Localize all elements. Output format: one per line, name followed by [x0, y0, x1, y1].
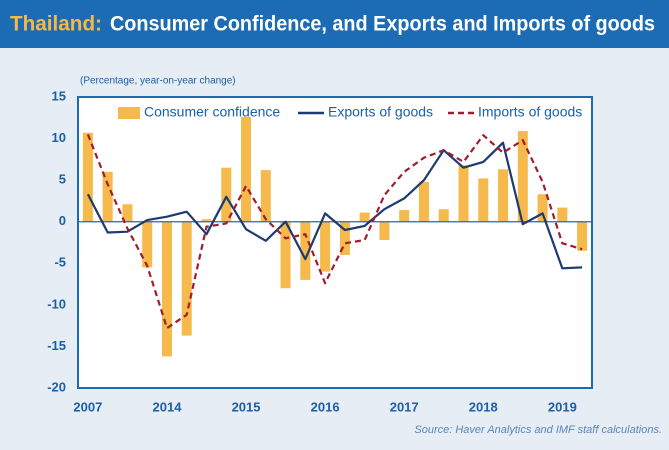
x-tick-label: 2007 — [73, 399, 102, 414]
bar — [320, 221, 331, 272]
bar — [201, 219, 212, 222]
bar — [181, 221, 192, 336]
bar — [498, 169, 509, 222]
x-tick-label: 2015 — [232, 399, 261, 414]
subtitle: (Percentage, year-on-year change) — [80, 76, 236, 87]
bar — [478, 178, 489, 222]
title-highlight: Thailand: — [10, 13, 102, 36]
bar — [82, 132, 93, 222]
bar — [418, 181, 429, 222]
y-tick-label: -15 — [47, 338, 66, 353]
y-tick-label: 15 — [52, 88, 66, 103]
bar — [102, 171, 113, 222]
legend-label: Exports of goods — [328, 104, 433, 120]
bar — [161, 221, 172, 357]
legend-label: Consumer confidence — [144, 104, 280, 120]
bar — [537, 194, 548, 222]
y-tick-label: 0 — [59, 213, 66, 228]
bar — [517, 131, 528, 222]
plot-area — [77, 96, 593, 389]
x-tick-label: 2017 — [390, 399, 419, 414]
chart-title: Consumer Confidence, and Exports and Imp… — [110, 13, 655, 36]
bar — [399, 210, 410, 222]
bar — [122, 204, 133, 222]
y-tick-label: -5 — [54, 255, 66, 270]
legend-swatch — [118, 107, 140, 119]
y-tick-label: 5 — [59, 172, 66, 187]
bar — [359, 212, 370, 222]
bar — [458, 165, 469, 222]
bar — [379, 221, 390, 241]
imports-line — [86, 133, 583, 330]
x-tick-label: 2019 — [548, 399, 577, 414]
bar — [300, 221, 311, 280]
bar — [260, 170, 271, 222]
y-tick-label: -10 — [47, 296, 66, 311]
bar — [339, 221, 350, 255]
y-tick-label: -20 — [47, 379, 66, 394]
x-tick-label: 2014 — [153, 399, 183, 414]
source: Source: Haver Analytics and IMF staff ca… — [414, 424, 662, 436]
bar — [577, 221, 588, 251]
legend-label: Imports of goods — [478, 104, 582, 120]
bar — [557, 207, 568, 222]
bar — [438, 209, 449, 222]
header — [0, 0, 669, 48]
exports-line — [86, 141, 583, 270]
bar — [221, 167, 232, 222]
bar — [241, 116, 252, 222]
y-tick-label: 10 — [52, 130, 66, 145]
x-tick-label: 2018 — [469, 399, 498, 414]
bar — [142, 221, 153, 268]
bar — [280, 221, 291, 289]
x-tick-label: 2016 — [311, 399, 340, 414]
